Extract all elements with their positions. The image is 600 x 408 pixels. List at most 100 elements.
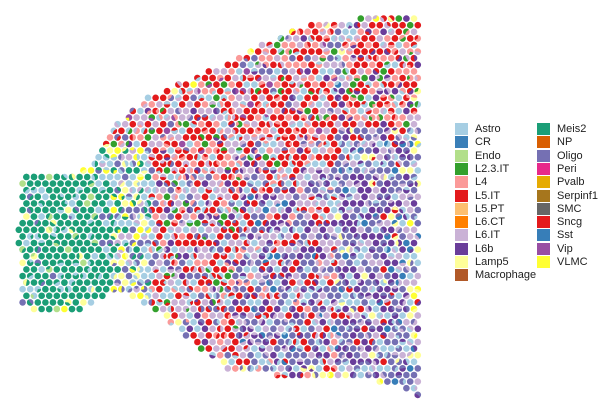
spot-slice	[270, 183, 277, 187]
spot-slice	[137, 135, 144, 141]
tissue-spot	[372, 147, 380, 154]
spot-slice	[121, 281, 127, 286]
spot-slice	[315, 201, 319, 207]
spot-slice	[315, 51, 323, 55]
tissue-spot	[205, 239, 213, 247]
tissue-spot	[270, 61, 277, 69]
spot-slice	[387, 252, 395, 258]
tissue-spot	[296, 305, 304, 313]
spot-slice	[330, 235, 338, 240]
spot-slice	[131, 253, 137, 260]
spot-slice	[368, 147, 372, 154]
spot-slice	[277, 104, 283, 108]
spot-slice	[137, 124, 143, 128]
spot-slice	[296, 109, 304, 115]
spot-slice	[110, 219, 116, 227]
tissue-spot	[235, 200, 243, 207]
spot-slice	[140, 220, 145, 226]
spot-slice	[202, 236, 207, 240]
tissue-spot	[186, 153, 194, 161]
spot-slice	[254, 313, 262, 319]
spot-slice	[49, 181, 53, 187]
spot-slice	[368, 338, 375, 346]
spot-slice	[156, 223, 162, 227]
spot-slice	[346, 325, 350, 331]
tissue-spot	[121, 200, 129, 207]
spot-slice	[229, 239, 235, 246]
tissue-spot	[201, 74, 209, 82]
spot-slice	[409, 35, 414, 42]
tissue-spot	[167, 107, 175, 115]
spot-slice	[202, 153, 209, 158]
spot-slice	[378, 114, 384, 121]
spot-slice	[76, 292, 83, 296]
spot-slice	[357, 345, 361, 352]
tissue-spot	[118, 219, 125, 227]
legend-label: Endo	[475, 149, 501, 162]
tissue-spot	[209, 180, 216, 187]
spot-slice	[144, 186, 150, 193]
spot-slice	[361, 233, 368, 237]
tissue-spot	[80, 246, 87, 253]
legend-item: Serpinf1	[537, 189, 598, 203]
spot-slice	[414, 75, 418, 82]
spot-slice	[254, 61, 260, 65]
spot-slice	[205, 200, 209, 207]
legend-item: Sst	[537, 228, 573, 242]
spot-slice	[315, 368, 321, 372]
spot-slice	[330, 74, 338, 80]
spot-slice	[338, 127, 346, 133]
tissue-spot	[380, 200, 387, 207]
tissue-spot	[175, 239, 182, 247]
spot-slice	[407, 352, 414, 359]
spot-slice	[414, 87, 419, 93]
spot-slice	[227, 313, 232, 319]
tissue-spot	[395, 173, 403, 181]
spot-slice	[286, 287, 292, 293]
spot-slice	[296, 241, 303, 247]
tissue-spot	[140, 180, 148, 187]
spot-slice	[303, 312, 308, 319]
spot-slice	[410, 136, 418, 141]
spot-slice	[282, 253, 289, 260]
tissue-spot	[406, 206, 414, 214]
tissue-spot	[45, 292, 53, 300]
spot-slice	[387, 200, 394, 204]
spot-slice	[239, 90, 245, 95]
spot-slice	[148, 101, 154, 107]
tissue-spot	[334, 28, 342, 36]
tissue-spot	[102, 272, 110, 280]
spot-slice	[219, 285, 224, 293]
spot-slice	[395, 268, 402, 273]
spot-slice	[235, 280, 240, 286]
spot-slice	[232, 246, 236, 253]
spot-slice	[238, 292, 243, 298]
spot-slice	[254, 206, 259, 211]
tissue-spot	[205, 226, 213, 234]
spot-slice	[73, 285, 79, 290]
spot-slice	[382, 371, 387, 378]
tissue-spot	[319, 68, 327, 75]
tissue-spot	[414, 378, 422, 385]
tissue-spot	[247, 285, 254, 293]
spot-slice	[266, 359, 272, 366]
tissue-spot	[304, 186, 311, 194]
tissue-spot	[391, 193, 399, 201]
spot-slice	[227, 114, 232, 121]
spot-slice	[410, 259, 414, 267]
spot-slice	[354, 101, 361, 108]
spot-slice	[167, 286, 171, 293]
tissue-spot	[42, 272, 49, 280]
tissue-spot	[144, 266, 152, 273]
tissue-spot	[365, 252, 372, 260]
tissue-spot	[140, 193, 148, 201]
tissue-spot	[53, 305, 61, 313]
spot-slice	[317, 114, 323, 121]
spot-slice	[404, 252, 410, 260]
spot-slice	[216, 127, 223, 134]
spot-slice	[217, 219, 224, 227]
spot-slice	[125, 117, 130, 121]
spot-slice	[289, 81, 295, 85]
spot-slice	[281, 58, 288, 62]
spot-slice	[296, 207, 300, 212]
